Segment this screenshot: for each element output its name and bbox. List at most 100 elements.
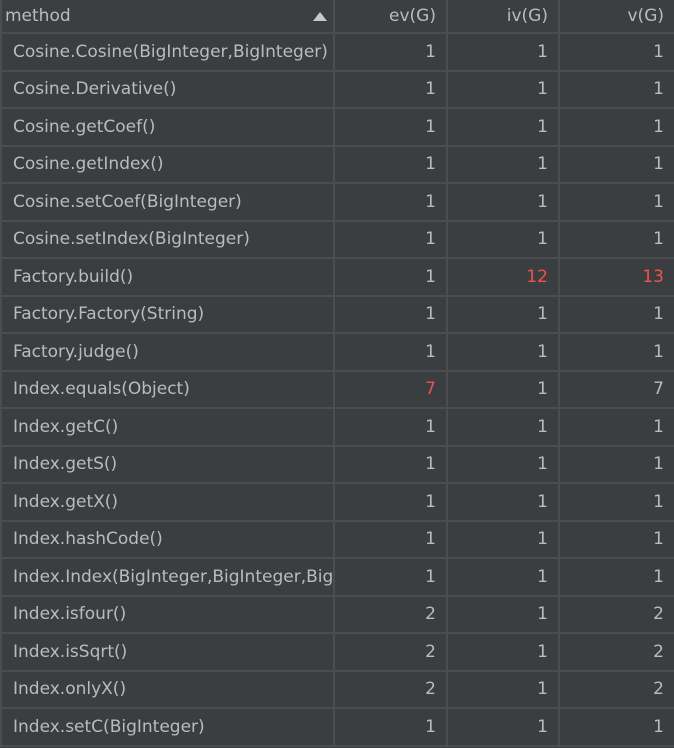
cell-v[interactable]: 1 <box>558 332 674 372</box>
cell-v[interactable]: 1 <box>558 219 674 259</box>
cell-iv[interactable]: 1 <box>446 707 560 747</box>
cell-method[interactable]: Index.getS() <box>0 444 335 484</box>
cell-method[interactable]: Index.setC(BigInteger) <box>0 707 335 747</box>
cell-iv[interactable]: 1 <box>446 294 560 334</box>
cell-method[interactable]: Index.isfour() <box>0 594 335 634</box>
cell-v[interactable]: 1 <box>558 32 674 72</box>
cell-iv[interactable]: 1 <box>446 69 560 109</box>
cell-v[interactable]: 1 <box>558 707 674 747</box>
cell-v[interactable]: 1 <box>558 107 674 147</box>
cell-iv[interactable]: 1 <box>446 32 560 72</box>
table-row[interactable]: Index.isSqrt() 2 1 2 <box>0 632 674 672</box>
cell-v[interactable]: 7 <box>558 369 674 409</box>
cell-iv[interactable]: 1 <box>446 519 560 559</box>
cell-iv[interactable]: 1 <box>446 182 560 222</box>
cell-v[interactable]: 2 <box>558 632 674 672</box>
cell-method[interactable]: Index.getX() <box>0 482 335 522</box>
table-row[interactable]: Index.hashCode() 1 1 1 <box>0 519 674 559</box>
cell-ev[interactable]: 1 <box>333 69 448 109</box>
table-row[interactable]: Index.getS() 1 1 1 <box>0 444 674 484</box>
cell-v[interactable]: 1 <box>558 294 674 334</box>
cell-method[interactable]: Cosine.getIndex() <box>0 144 335 184</box>
table-row[interactable]: Cosine.setIndex(BigInteger) 1 1 1 <box>0 219 674 259</box>
cell-v[interactable]: 1 <box>558 444 674 484</box>
table-row[interactable]: Index.getX() 1 1 1 <box>0 482 674 522</box>
cell-v[interactable]: 2 <box>558 594 674 634</box>
cell-v[interactable]: 13 <box>558 257 674 297</box>
cell-iv[interactable]: 1 <box>446 107 560 147</box>
cell-ev[interactable]: 2 <box>333 594 448 634</box>
cell-method[interactable]: Cosine.setIndex(BigInteger) <box>0 219 335 259</box>
cell-v[interactable]: 1 <box>558 69 674 109</box>
cell-ev[interactable]: 1 <box>333 482 448 522</box>
table-row[interactable]: Factory.judge() 1 1 1 <box>0 332 674 372</box>
cell-ev[interactable]: 1 <box>333 219 448 259</box>
table-row[interactable]: Factory.Factory(String) 1 1 1 <box>0 294 674 334</box>
cell-iv[interactable]: 1 <box>446 407 560 447</box>
cell-ev[interactable]: 1 <box>333 182 448 222</box>
cell-iv[interactable]: 12 <box>446 257 560 297</box>
cell-method[interactable]: Index.isSqrt() <box>0 632 335 672</box>
cell-iv[interactable]: 1 <box>446 444 560 484</box>
cell-method[interactable]: Cosine.Cosine(BigInteger,BigInteger) <box>0 32 335 72</box>
cell-method[interactable]: Index.Index(BigInteger,BigInteger,BigInt… <box>0 557 335 597</box>
cell-method[interactable]: Factory.Factory(String) <box>0 294 335 334</box>
cell-ev[interactable]: 1 <box>333 294 448 334</box>
cell-method[interactable]: Index.hashCode() <box>0 519 335 559</box>
cell-ev[interactable]: 1 <box>333 407 448 447</box>
cell-ev[interactable]: 7 <box>333 369 448 409</box>
cell-method[interactable]: Factory.judge() <box>0 332 335 372</box>
cell-ev[interactable]: 1 <box>333 519 448 559</box>
table-row[interactable]: Index.getC() 1 1 1 <box>0 407 674 447</box>
table-row[interactable]: Index.isfour() 2 1 2 <box>0 594 674 634</box>
table-row[interactable]: Cosine.getCoef() 1 1 1 <box>0 107 674 147</box>
cell-method[interactable]: Cosine.getCoef() <box>0 107 335 147</box>
cell-ev[interactable]: 1 <box>333 707 448 747</box>
cell-iv[interactable]: 1 <box>446 332 560 372</box>
cell-ev[interactable]: 1 <box>333 107 448 147</box>
table-row[interactable]: Cosine.setCoef(BigInteger) 1 1 1 <box>0 182 674 222</box>
cell-iv[interactable]: 1 <box>446 219 560 259</box>
cell-method[interactable]: Cosine.setCoef(BigInteger) <box>0 182 335 222</box>
cell-iv[interactable]: 1 <box>446 369 560 409</box>
column-header-v[interactable]: v(G) <box>558 0 674 34</box>
column-header-iv[interactable]: iv(G) <box>446 0 560 34</box>
table-row[interactable]: Factory.build() 1 12 13 <box>0 257 674 297</box>
cell-iv[interactable]: 1 <box>446 594 560 634</box>
table-row[interactable]: Index.onlyX() 2 1 2 <box>0 669 674 709</box>
cell-v[interactable]: 2 <box>558 669 674 709</box>
cell-ev[interactable]: 2 <box>333 669 448 709</box>
cell-v[interactable]: 1 <box>558 557 674 597</box>
cell-ev[interactable]: 1 <box>333 257 448 297</box>
table-row[interactable]: Index.equals(Object) 7 1 7 <box>0 369 674 409</box>
cell-v[interactable]: 1 <box>558 519 674 559</box>
cell-ev[interactable]: 2 <box>333 632 448 672</box>
column-header-ev[interactable]: ev(G) <box>333 0 448 34</box>
cell-iv[interactable]: 1 <box>446 482 560 522</box>
cell-iv[interactable]: 1 <box>446 632 560 672</box>
table-row[interactable]: Index.setC(BigInteger) 1 1 1 <box>0 707 674 747</box>
cell-iv[interactable]: 1 <box>446 557 560 597</box>
cell-method[interactable]: Index.getC() <box>0 407 335 447</box>
cell-v[interactable]: 1 <box>558 482 674 522</box>
cell-method[interactable]: Index.onlyX() <box>0 669 335 709</box>
cell-method[interactable]: Index.equals(Object) <box>0 369 335 409</box>
cell-ev[interactable]: 1 <box>333 332 448 372</box>
cell-iv[interactable]: 1 <box>446 144 560 184</box>
cell-ev[interactable]: 1 <box>333 444 448 484</box>
cell-iv[interactable]: 1 <box>446 669 560 709</box>
cell-method[interactable]: Cosine.Derivative() <box>0 69 335 109</box>
table-row[interactable]: Index.Index(BigInteger,BigInteger,BigInt… <box>0 557 674 597</box>
cell-method[interactable]: Factory.build() <box>0 257 335 297</box>
cell-ev[interactable]: 1 <box>333 32 448 72</box>
column-header-method[interactable]: method <box>0 0 335 34</box>
table-row[interactable]: Cosine.Cosine(BigInteger,BigInteger) 1 1 1 <box>0 32 674 72</box>
cell-v[interactable]: 1 <box>558 182 674 222</box>
cell-ev[interactable]: 1 <box>333 144 448 184</box>
cell-v[interactable]: 1 <box>558 407 674 447</box>
table-row[interactable]: Cosine.Derivative() 1 1 1 <box>0 69 674 109</box>
cell-v[interactable]: 1 <box>558 144 674 184</box>
cell-ev[interactable]: 1 <box>333 557 448 597</box>
table-row[interactable]: Cosine.getIndex() 1 1 1 <box>0 144 674 184</box>
